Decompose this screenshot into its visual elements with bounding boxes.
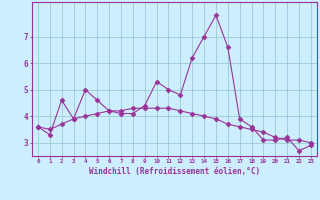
X-axis label: Windchill (Refroidissement éolien,°C): Windchill (Refroidissement éolien,°C) [89, 167, 260, 176]
